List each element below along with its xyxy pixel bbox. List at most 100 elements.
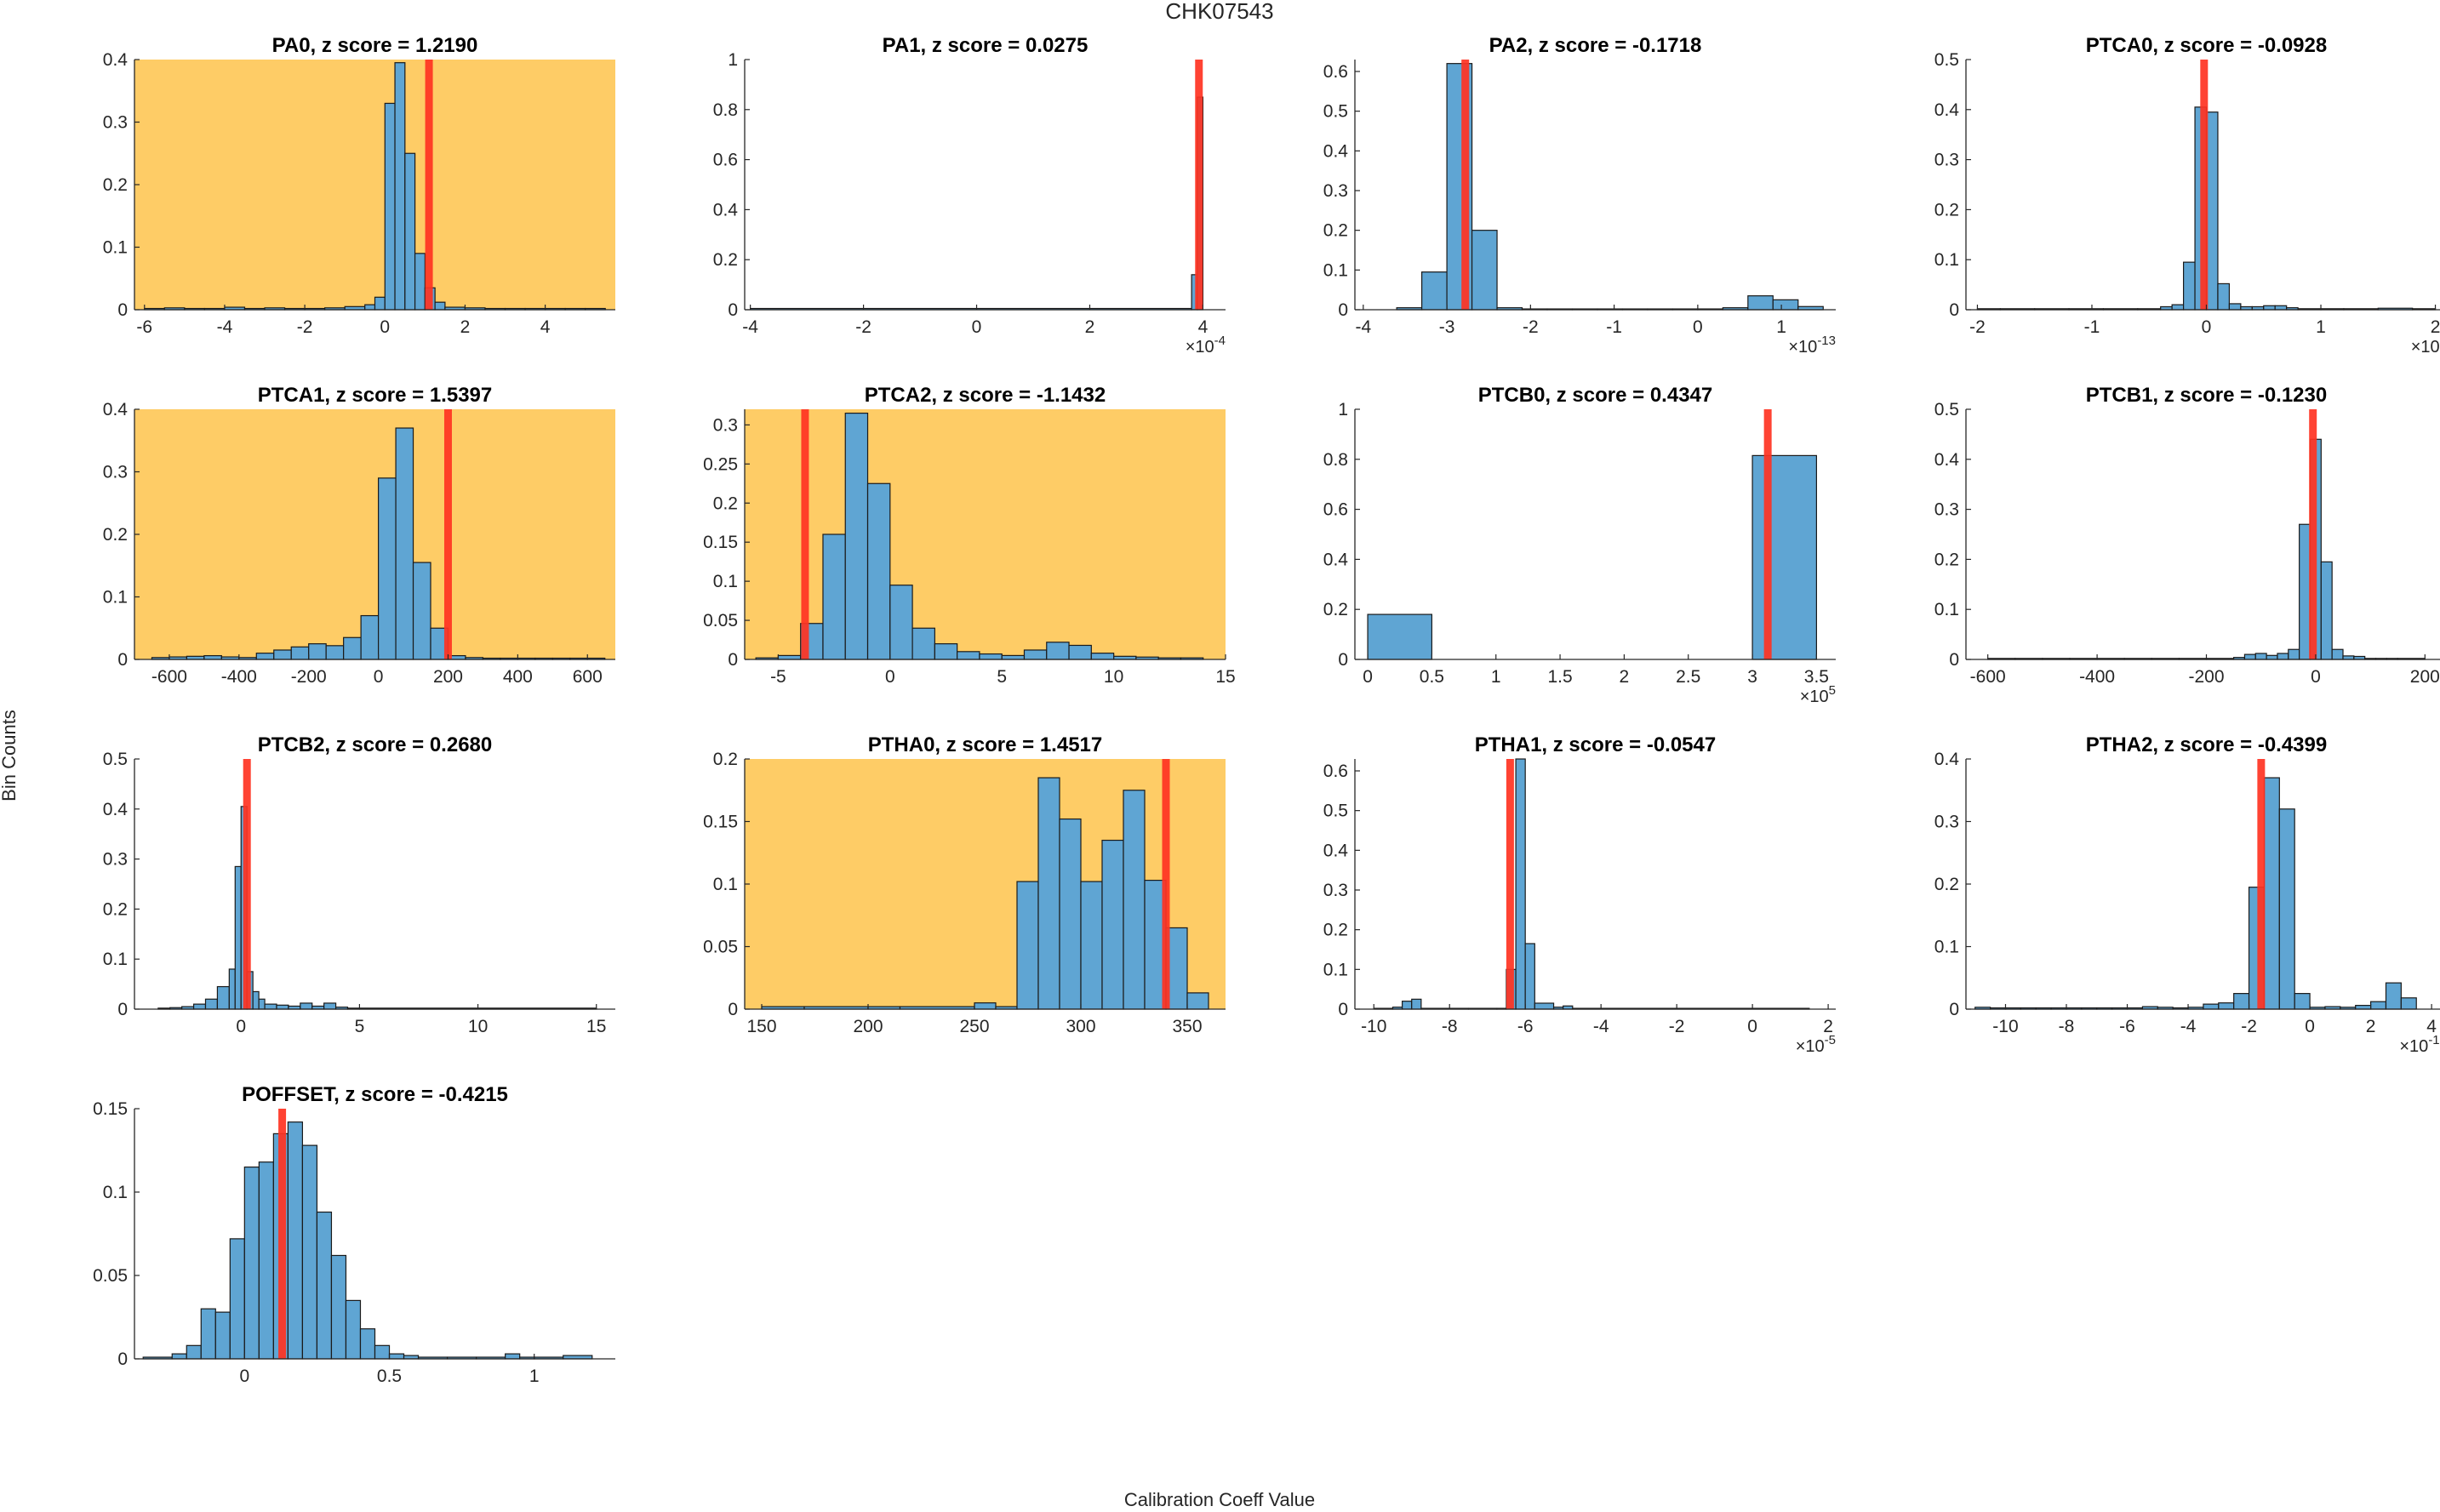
- histogram-bar: [325, 645, 345, 660]
- x-tick-label: 200: [433, 667, 463, 687]
- histogram-bar: [2331, 648, 2344, 660]
- y-tick-label: 0.2: [1934, 875, 1959, 894]
- y-tick-label: 0.2: [103, 175, 128, 195]
- histogram-bar: [414, 253, 426, 311]
- y-tick-label: 0.1: [103, 588, 128, 608]
- x-tick-label: -2: [2241, 1017, 2257, 1036]
- x-tick-label: 4: [1198, 317, 1209, 337]
- y-tick-label: 0.5: [1323, 802, 1348, 821]
- y-tick-label: 0.4: [1934, 100, 1960, 120]
- y-tick-label: 0.8: [713, 100, 738, 120]
- histogram-bar: [1421, 271, 1448, 311]
- histogram-bar: [2370, 1001, 2387, 1010]
- histogram-bar: [1402, 1001, 1413, 1010]
- histogram-bar: [889, 585, 913, 660]
- histogram-bar: [204, 998, 219, 1010]
- histogram-bar: [229, 1238, 245, 1360]
- histogram-bar: [2205, 111, 2219, 311]
- histogram-bar: [1016, 881, 1039, 1010]
- reference-marker-line: [1506, 759, 1514, 1009]
- histogram-bar: [377, 477, 397, 660]
- x-tick-label: 0: [2311, 667, 2321, 687]
- histogram-bar: [234, 865, 242, 1010]
- histogram-bar: [911, 627, 935, 660]
- x-tick-label: 200: [2410, 667, 2440, 687]
- histogram-bar: [1037, 777, 1060, 1010]
- histogram-bar: [359, 1328, 376, 1360]
- panel-title: PTCB2, z score = 0.2680: [258, 733, 492, 756]
- histogram-bar: [1059, 818, 1082, 1010]
- panel-title: POFFSET, z score = -0.4215: [242, 1083, 508, 1106]
- histogram-bar: [203, 654, 222, 660]
- y-tick-label: 0.4: [103, 400, 129, 419]
- x-exponent-label: ×105: [2411, 334, 2440, 357]
- histogram-bar: [2182, 261, 2196, 311]
- histogram-bar: [2400, 997, 2417, 1010]
- histogram-bar: [412, 562, 431, 660]
- x-tick-label: 350: [1172, 1017, 1202, 1036]
- x-tick-label: 1: [1776, 317, 1786, 337]
- x-tick-label: -600: [1970, 667, 2006, 687]
- histogram-bar: [228, 968, 236, 1010]
- x-tick-label: 2: [2366, 1017, 2376, 1036]
- x-tick-label: 200: [853, 1017, 883, 1036]
- histogram-bar: [287, 1121, 304, 1360]
- y-tick-label: 0.05: [703, 611, 738, 630]
- histogram-bar: [1747, 295, 1774, 311]
- y-tick-label: 0: [1949, 300, 1959, 320]
- histogram-bar: [388, 1353, 405, 1360]
- x-tick-label: -1: [2084, 317, 2100, 337]
- y-tick-label: 0.8: [1323, 450, 1348, 470]
- histogram-bar: [1046, 642, 1070, 660]
- y-tick-label: 0.5: [1934, 400, 1959, 419]
- histogram-bar: [2263, 777, 2280, 1010]
- reference-marker-line: [2257, 759, 2266, 1009]
- y-tick-label: 0.1: [713, 875, 738, 894]
- histogram-bar: [308, 643, 327, 660]
- histogram-bar: [2171, 304, 2185, 311]
- y-tick-label: 0.25: [703, 454, 738, 474]
- y-axis-label: Bin Counts: [0, 710, 20, 802]
- y-tick-label: 0.05: [93, 1266, 128, 1286]
- reference-marker-line: [2200, 60, 2209, 310]
- histogram-bar: [255, 653, 275, 660]
- histogram-bar: [323, 1002, 337, 1010]
- x-tick-label: 2: [1620, 667, 1630, 687]
- histogram-bar: [866, 482, 891, 660]
- x-tick-label: 10: [1104, 667, 1123, 687]
- histogram-bar: [2203, 1003, 2220, 1010]
- histogram-bar: [1515, 758, 1526, 1010]
- histogram-bar: [200, 1308, 216, 1360]
- histogram-bar: [2385, 982, 2402, 1010]
- histogram-bar: [330, 1254, 347, 1360]
- histogram-bar: [2218, 1002, 2235, 1010]
- y-tick-label: 0.4: [713, 200, 739, 220]
- histogram-bar: [2355, 1004, 2372, 1010]
- panel-9: 150 200 250 300 350 0 0.05 0.1 0.15 0.2 PTHA0, z s…: [703, 733, 1226, 1036]
- x-tick-label: 1: [1491, 667, 1501, 687]
- panel-title: PTCA1, z score = 1.5397: [258, 384, 492, 407]
- x-tick-label: -1: [1606, 317, 1622, 337]
- panel-8: 0 5 10 15 0 0.1 0.2 0.3 0.4 0.5 PTCB2, z score = 0…: [103, 733, 615, 1036]
- histogram-bar: [171, 1353, 187, 1360]
- x-exponent-label: ×10-5: [1796, 1033, 1836, 1056]
- figure-title: CHK07543: [1165, 0, 1273, 24]
- y-tick-label: 0.3: [103, 850, 128, 870]
- x-tick-label: -600: [151, 667, 187, 687]
- y-tick-label: 0.3: [1934, 151, 1959, 170]
- y-tick-label: 0.3: [1934, 500, 1959, 520]
- panel-1: -4 -2 0 2 4 0 0.2 0.4 0.6 0.8 1 ×10-4 PA1, z score =…: [713, 34, 1226, 357]
- histogram-bar: [2278, 808, 2295, 1010]
- y-tick-label: 0.2: [103, 525, 128, 545]
- histogram-bar: [214, 1311, 231, 1360]
- x-exponent-label: ×105: [1800, 683, 1836, 706]
- reference-marker-line: [1195, 60, 1203, 310]
- histogram-bar: [1001, 654, 1026, 660]
- y-tick-label: 0.3: [103, 463, 128, 482]
- histogram-bar: [2277, 653, 2289, 660]
- y-tick-label: 0.3: [1934, 813, 1959, 832]
- reference-marker-line: [443, 409, 452, 659]
- x-tick-label: 1.5: [1547, 667, 1572, 687]
- histogram-bar: [979, 653, 1003, 660]
- histogram-bar: [2294, 993, 2311, 1010]
